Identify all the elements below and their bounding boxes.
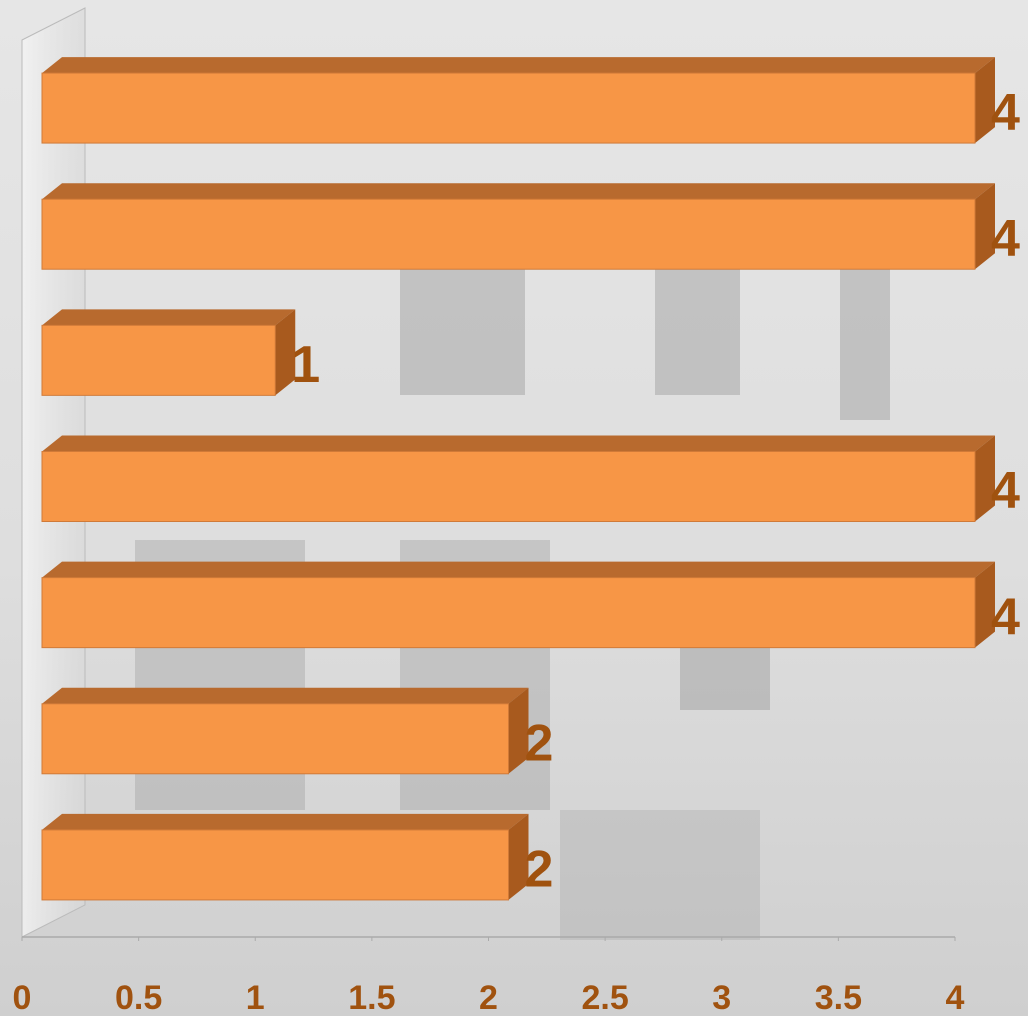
bar-side	[508, 813, 529, 900]
data-label: 2	[525, 715, 554, 773]
data-label: 2	[525, 841, 554, 899]
bar	[41, 324, 276, 396]
data-label: 4	[991, 84, 1020, 142]
bar	[41, 703, 509, 775]
bar-side	[975, 561, 995, 648]
bar-top	[42, 561, 995, 578]
bar-top	[42, 183, 995, 200]
x-tick-label: 3	[712, 979, 731, 1016]
bar-top	[42, 309, 296, 326]
x-tick-label: 1.5	[348, 979, 395, 1016]
bar-side	[975, 435, 995, 522]
bar-top	[42, 57, 995, 74]
bar	[41, 198, 976, 270]
bar-side	[275, 309, 296, 396]
bar-side	[975, 183, 995, 270]
bar-side	[508, 687, 529, 774]
data-label: 4	[991, 210, 1020, 268]
bar	[41, 577, 976, 649]
data-label: 4	[991, 588, 1020, 646]
bar-top	[42, 687, 529, 704]
data-label: 4	[991, 462, 1020, 520]
x-tick-label: 0.5	[115, 979, 162, 1016]
x-tick-label: 2.5	[581, 979, 628, 1016]
x-tick-label: 3.5	[815, 979, 862, 1016]
x-tick-label: 2	[479, 979, 498, 1016]
bar-side	[975, 57, 995, 144]
x-tick-label: 4	[946, 979, 965, 1016]
x-tick-label: 1	[246, 979, 265, 1016]
data-label: 1	[291, 336, 320, 394]
bar	[41, 72, 976, 144]
bar-top	[42, 813, 529, 830]
bar-top	[42, 435, 995, 452]
x-tick-label: 0	[13, 979, 32, 1016]
bar	[41, 451, 976, 522]
bar	[41, 829, 509, 901]
